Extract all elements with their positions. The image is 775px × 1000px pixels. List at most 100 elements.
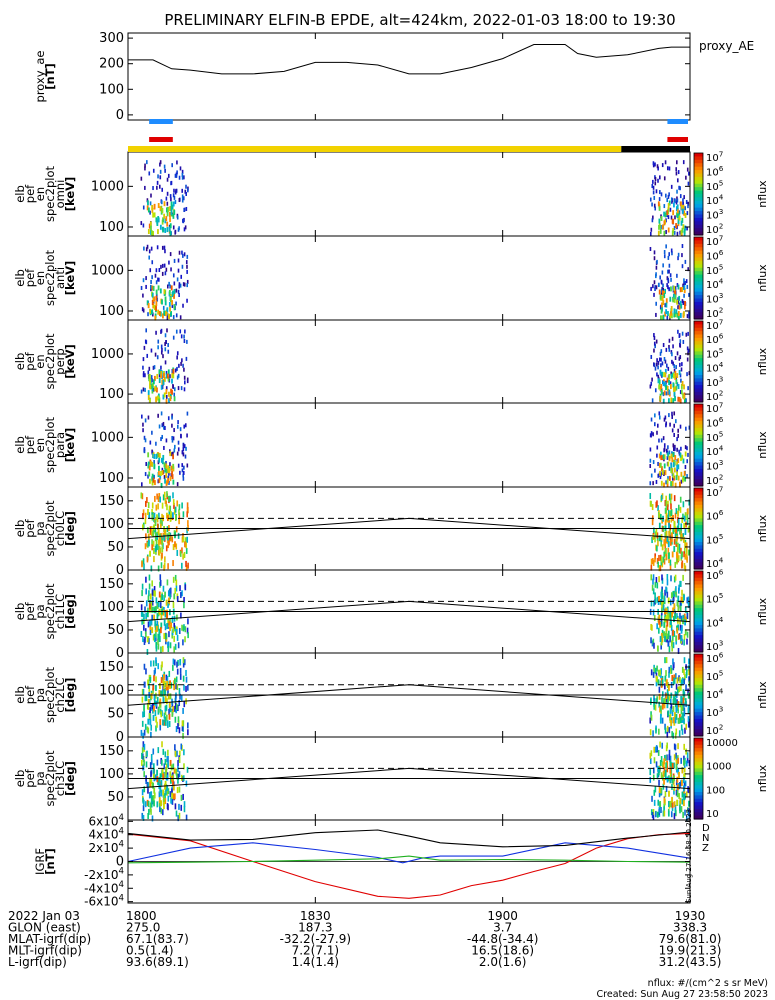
spectrum-pixel (143, 563, 145, 570)
spectrum-pixel (659, 669, 662, 676)
spectrum-pixel (165, 684, 168, 691)
spectrum-pixel (151, 480, 154, 486)
spectrum-pixel (658, 224, 660, 230)
spectrum-pixel (659, 190, 661, 195)
spectrum-pixel (673, 801, 676, 808)
ylabel-line: [deg] (63, 678, 77, 713)
spectrum-pixel (665, 657, 668, 664)
colorbar-swatch (694, 511, 703, 516)
spectrum-pixel (170, 622, 173, 629)
spectrum-pixel (677, 315, 680, 321)
spectrum-pixel (673, 754, 676, 761)
spectrum-pixel (672, 642, 675, 649)
spectrum-pixel (169, 252, 172, 257)
igrf-legend-d: D (702, 823, 710, 834)
spectrum-pixel (142, 805, 145, 812)
spectrum-pixel (151, 589, 154, 596)
spectrum-pixel (667, 547, 670, 554)
spectrum-pixel (649, 433, 652, 438)
spectrum-pixel (650, 698, 652, 705)
spectrum-pixel (163, 164, 166, 169)
spectrum-pixel (673, 202, 675, 208)
spectrum-pixel (679, 676, 681, 683)
spectrum-pixel (169, 587, 172, 594)
spectrum-pixel (672, 285, 674, 290)
spectrum-pixel (180, 804, 183, 811)
spectrum-pixel (159, 781, 162, 788)
spectrum-pixel (164, 716, 167, 723)
spectrum-pixel (683, 195, 685, 200)
spectrum-pixel (142, 513, 144, 520)
spectrum-pixel (677, 519, 680, 526)
colorbar-swatch (694, 197, 703, 202)
spectrum-pixel (678, 185, 680, 190)
spectrum-pixel (149, 210, 151, 215)
panel-anti: 107106105104103102nflux1001000elbpefensp… (13, 234, 769, 321)
spectrum-pixel (676, 196, 678, 201)
spectrum-pixel (174, 750, 177, 757)
spectrum-pixel (173, 684, 176, 691)
colorbar-label: 102 (706, 389, 723, 404)
spectrum-pixel (652, 284, 654, 289)
spectrum-pixel (672, 634, 674, 641)
spectrum-pixel (181, 169, 184, 174)
spectrum-pixel (164, 168, 166, 173)
colorbar-swatch (694, 598, 703, 602)
spectrum-pixel (181, 590, 183, 597)
spectrum-pixel (148, 574, 151, 581)
ylabel-line: spec2plot (43, 165, 57, 222)
spectrum-pixel (680, 547, 682, 554)
colorbar-swatch (694, 548, 703, 553)
spectrum-pixel (688, 760, 691, 767)
spectrum-pixel (141, 812, 144, 819)
colorbar-label: 104 (706, 615, 724, 630)
spectrum-pixel (652, 578, 654, 585)
spectrum-pixel (168, 701, 171, 708)
spectrum-pixel (169, 617, 171, 624)
spectrum-pixel (670, 762, 673, 769)
spectrum-pixel (673, 230, 676, 235)
spectrum-pixel (660, 591, 663, 598)
spectrum-pixel (655, 189, 658, 194)
spectrum-pixel (184, 189, 187, 194)
spectrum-pixel (681, 791, 684, 798)
spectrum-pixel (686, 638, 688, 645)
spectrum-pixel (682, 283, 684, 288)
spectrum-pixel (687, 201, 690, 206)
spectrum-pixel (657, 374, 660, 379)
spectrum-pixel (667, 285, 669, 290)
spectrum-pixel (151, 703, 154, 710)
spectrum-pixel (652, 185, 655, 190)
spectrum-pixel (673, 590, 676, 597)
spectrum-pixel (671, 451, 673, 456)
spectrum-pixel (671, 428, 674, 433)
spectrum-pixel (669, 527, 671, 534)
spectrum-pixel (683, 702, 685, 709)
spectrum-pixel (660, 224, 662, 229)
spectrum-pixel (687, 707, 690, 714)
spectrum-pixel (671, 535, 673, 542)
spectrum-pixel (184, 626, 187, 633)
spectrum-pixel (687, 704, 690, 711)
spectrum-pixel (675, 309, 678, 315)
spectrum-pixel (155, 441, 157, 446)
spectrum-pixel (649, 197, 652, 202)
colorbar-label: 107 (706, 234, 723, 249)
spectrum-pixel (651, 218, 654, 223)
spectrum-pixel (683, 788, 686, 795)
colorbar-label: 10000 (706, 738, 738, 749)
spectrum-pixel (662, 436, 665, 441)
spectrum-pixel (143, 613, 145, 620)
colorbar-swatch (694, 200, 703, 205)
spectrum-pixel (172, 384, 174, 389)
spectrum-pixel (678, 783, 680, 790)
ytick-label: 1000 (91, 179, 124, 194)
ylabel-line: spec2plot (43, 750, 57, 807)
spectrum-pixel (176, 215, 179, 220)
spectrum-pixel (145, 668, 147, 675)
spectrum-pixel (158, 797, 161, 804)
spectrum-pixel (177, 440, 180, 445)
ytick-label: 150 (99, 494, 124, 509)
spectrum-pixel (178, 518, 180, 525)
